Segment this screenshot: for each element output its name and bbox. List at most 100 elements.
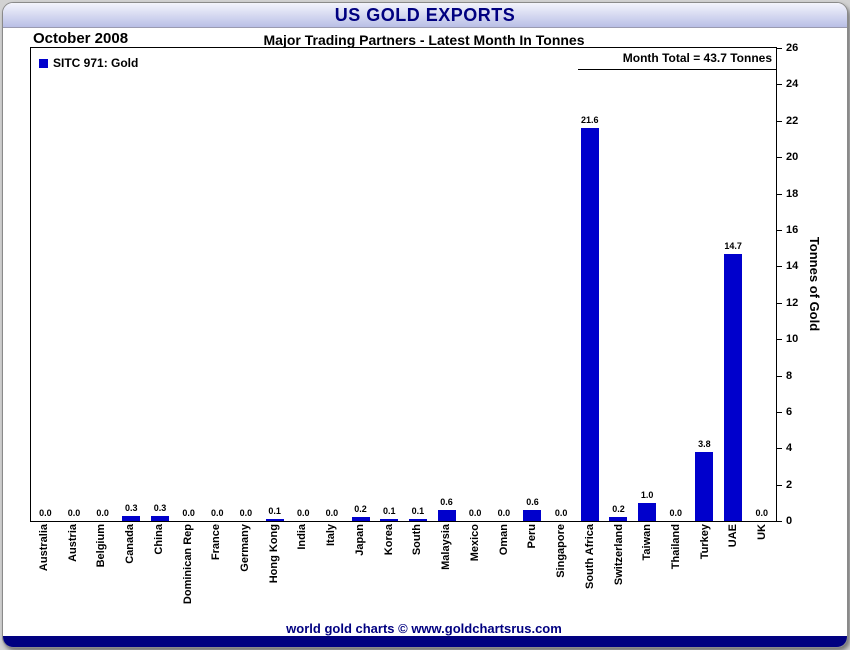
bar-value-label: 0.0 [468, 508, 482, 518]
x-axis-label-slot: UAE [720, 524, 749, 624]
bar-slot: 0.0 [31, 48, 60, 521]
bar-slot: 0.0 [547, 48, 576, 521]
bar-slot: 0.0 [289, 48, 318, 521]
y-tick-mark [777, 84, 782, 86]
bar-slot: 0.0 [461, 48, 490, 521]
y-tick-label: 16 [786, 223, 799, 236]
bar-value-label: 0.2 [612, 504, 625, 515]
bar-slot: 21.6 [575, 48, 604, 521]
bar-value-label: 21.6 [581, 115, 599, 125]
y-tick-mark [777, 193, 782, 195]
x-axis-label-slot: Oman [490, 524, 519, 624]
x-axis-label-slot: Dominican Rep [174, 524, 203, 624]
x-axis-label: Oman [497, 524, 510, 556]
bar [351, 517, 370, 521]
x-axis-label-slot: Japan [346, 524, 375, 624]
bar-value-label: 0.0 [554, 508, 568, 518]
bar [695, 451, 714, 521]
month-total: Month Total = 43.7 Tonnes [577, 51, 776, 70]
bar [380, 519, 399, 521]
legend-marker-icon [39, 58, 48, 68]
bar-value-label: 14.7 [724, 240, 742, 251]
bar-slot: 0.3 [117, 48, 146, 521]
bar-slot: 0.0 [174, 48, 203, 521]
bar [122, 515, 141, 521]
bar-value-label: 0.0 [182, 508, 195, 518]
x-axis-label: Switzerland [612, 524, 625, 586]
bar-slot: 0.0 [661, 48, 690, 521]
bar-slot: 0.1 [260, 48, 289, 521]
bar-value-label: 0.6 [440, 497, 453, 508]
bar-slot: 0.6 [518, 48, 547, 521]
bar-slot: 0.2 [604, 48, 633, 521]
bar-value-label: 0.3 [153, 502, 167, 513]
x-axis-label-slot: Hong Kong [260, 524, 289, 624]
y-tick-label: 12 [786, 296, 799, 309]
y-tick-mark [777, 120, 782, 122]
bar-value-label: 0.0 [211, 508, 224, 518]
x-axis-label-slot: France [202, 524, 231, 624]
y-tick-label: 0 [786, 515, 793, 527]
bar-value-label: 0.1 [268, 506, 281, 517]
y-tick-mark [777, 266, 782, 268]
bar-value-label: 0.0 [67, 508, 81, 518]
x-axis-label-slot: Australia [30, 524, 59, 624]
x-axis-label-slot: Singapore [547, 524, 576, 624]
x-axis-label: Belgium [95, 524, 108, 568]
x-axis-label-slot: Mexico [461, 524, 490, 624]
y-tick-mark [777, 484, 782, 486]
chart-subtitle: Major Trading Partners - Latest Month In… [263, 32, 585, 48]
bar-slot: 0.0 [203, 48, 232, 521]
bar [150, 515, 169, 521]
bar-value-label: 0.0 [669, 508, 683, 518]
x-axis-label: Germany [239, 524, 251, 572]
x-axis-label-slot: Austria [59, 524, 88, 624]
bar-slot: 0.1 [404, 48, 433, 521]
x-axis-label: Taiwan [641, 524, 654, 561]
y-tick-mark [777, 229, 782, 231]
x-axis-label-slot: Belgium [87, 524, 116, 624]
x-axis-label: UK [756, 524, 769, 540]
x-axis-label: Korea [382, 524, 395, 556]
y-tick-label: 8 [786, 369, 793, 382]
bar-value-label: 0.1 [382, 506, 396, 517]
y-tick-label: 10 [786, 333, 799, 346]
x-axis-label: France [210, 524, 223, 561]
y-tick-mark [777, 48, 782, 49]
title-bar: US GOLD EXPORTS [3, 3, 847, 28]
y-tick-mark [777, 448, 782, 450]
bar [523, 510, 542, 521]
y-axis: 0 2 4 6 8 10 12 14 16 18 20 22 24 26 [777, 42, 847, 527]
x-axis-label-slot: Malaysia [432, 524, 461, 624]
bar-value-label: 0.0 [755, 508, 768, 518]
y-tick-label: 26 [786, 42, 799, 54]
bar-value-label: 0.6 [526, 497, 539, 508]
y-tick-mark [777, 521, 782, 522]
bar-value-label: 0.0 [497, 508, 511, 518]
bar-slot: 0.0 [232, 48, 261, 521]
x-axis-label-slot: Italy [317, 524, 346, 624]
bar [609, 517, 628, 521]
x-axis-label-slot: Turkey [691, 524, 720, 624]
y-tick-label: 4 [786, 442, 793, 455]
y-tick-mark [777, 411, 782, 413]
bar-slot: 0.0 [88, 48, 117, 521]
x-axis-label: South [411, 524, 424, 556]
y-tick-label: 18 [786, 187, 799, 200]
bar-value-label: 1.0 [640, 489, 654, 500]
x-axis-label: Italy [325, 524, 338, 547]
y-axis-title: Tonnes of Gold [807, 236, 822, 332]
x-axis-label: Peru [526, 524, 539, 549]
bar-slot: 0.0 [318, 48, 347, 521]
bar-value-label: 0.0 [239, 508, 253, 518]
bar-slot: 0.0 [490, 48, 519, 521]
x-axis-label: Mexico [468, 524, 481, 562]
bar-value-label: 0.2 [354, 504, 367, 515]
y-tick-label: 24 [786, 78, 799, 91]
bar [638, 502, 657, 521]
y-tick-label: 14 [786, 260, 799, 273]
x-axis-label: Thailand [670, 524, 683, 570]
x-axis-label: Australia [37, 524, 50, 572]
x-axis-labels: Australia Austria Belgium Canada China Domini… [30, 524, 777, 624]
